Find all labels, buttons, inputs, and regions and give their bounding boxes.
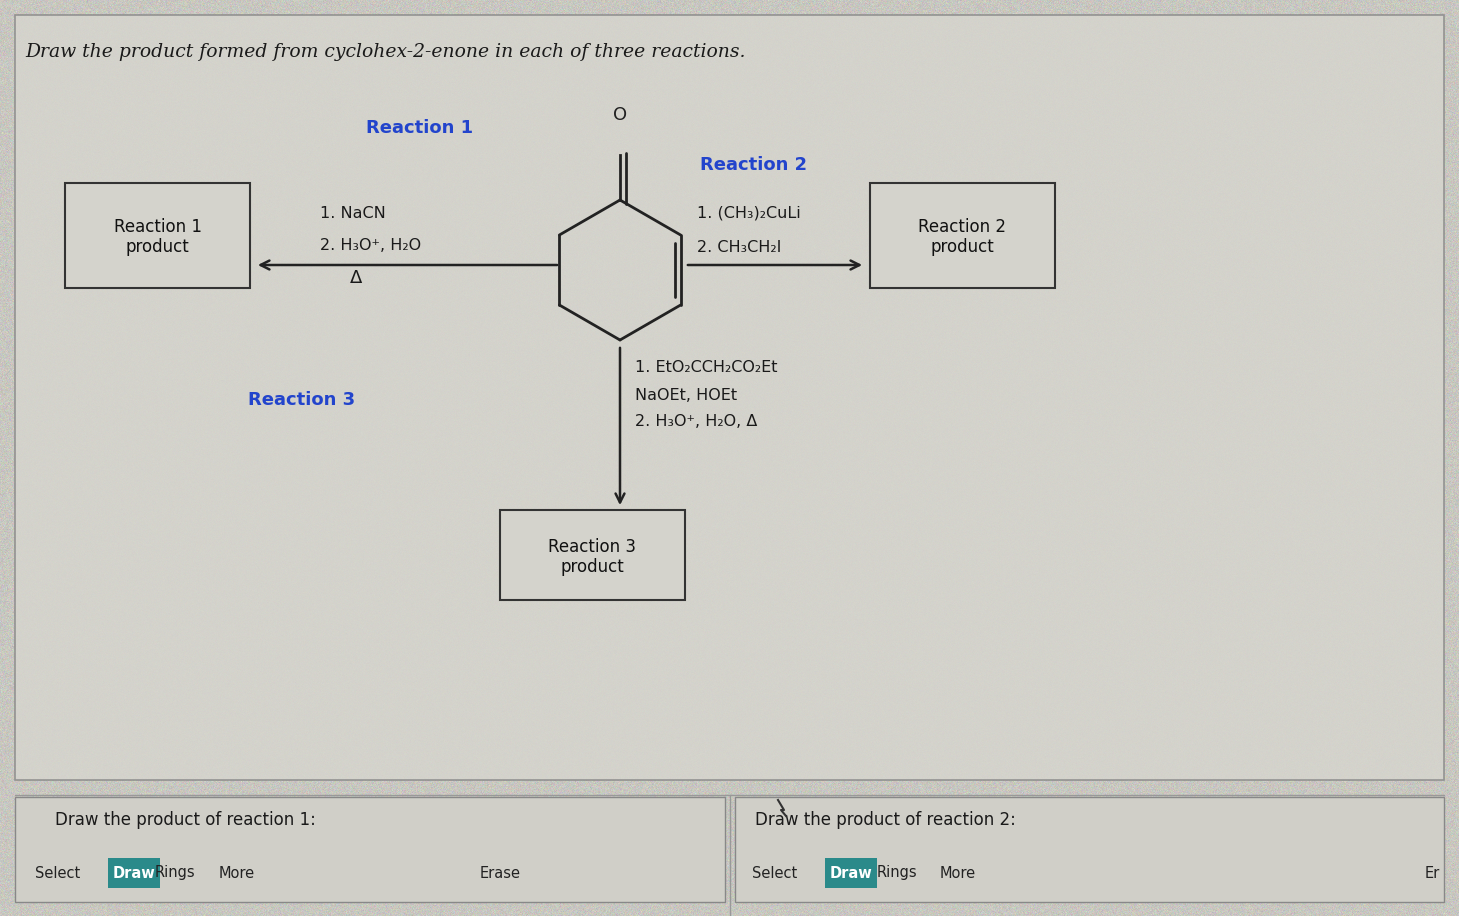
Text: More: More xyxy=(940,866,976,880)
Text: Draw the product of reaction 1:: Draw the product of reaction 1: xyxy=(55,811,317,829)
FancyBboxPatch shape xyxy=(735,797,1444,902)
Text: Reaction 1: Reaction 1 xyxy=(366,119,474,137)
Text: Reaction 3: Reaction 3 xyxy=(248,391,355,409)
FancyBboxPatch shape xyxy=(15,797,725,902)
Text: More: More xyxy=(219,866,255,880)
Text: O: O xyxy=(613,106,627,124)
Text: Rings: Rings xyxy=(155,866,196,880)
Text: Erase: Erase xyxy=(480,866,521,880)
FancyBboxPatch shape xyxy=(66,183,249,288)
Text: Δ: Δ xyxy=(350,269,362,287)
Text: Reaction 2: Reaction 2 xyxy=(700,156,807,174)
Text: Reaction 1: Reaction 1 xyxy=(114,219,201,236)
Text: Draw: Draw xyxy=(112,866,155,880)
Text: Draw the product formed from cyclohex-2-enone in each of three reactions.: Draw the product formed from cyclohex-2-… xyxy=(25,43,746,61)
Text: 1. EtO₂CCH₂CO₂Et: 1. EtO₂CCH₂CO₂Et xyxy=(635,361,778,376)
Text: 2. H₃O⁺, H₂O: 2. H₃O⁺, H₂O xyxy=(320,237,422,253)
Text: 2. CH₃CH₂I: 2. CH₃CH₂I xyxy=(697,241,782,256)
Text: product: product xyxy=(125,238,190,256)
Text: product: product xyxy=(560,558,624,576)
Text: Er: Er xyxy=(1425,866,1440,880)
FancyBboxPatch shape xyxy=(870,183,1055,288)
Text: product: product xyxy=(931,238,995,256)
FancyBboxPatch shape xyxy=(824,858,877,888)
FancyBboxPatch shape xyxy=(15,15,1444,780)
Text: Reaction 2: Reaction 2 xyxy=(919,219,1007,236)
Text: 1. (CH₃)₂CuLi: 1. (CH₃)₂CuLi xyxy=(697,205,801,221)
Text: Rings: Rings xyxy=(877,866,918,880)
Text: 1. NaCN: 1. NaCN xyxy=(320,205,385,221)
Text: 2. H₃O⁺, H₂O, Δ: 2. H₃O⁺, H₂O, Δ xyxy=(635,415,757,430)
Text: Reaction 3: Reaction 3 xyxy=(549,538,636,556)
Text: Select: Select xyxy=(753,866,798,880)
FancyBboxPatch shape xyxy=(500,510,684,600)
Text: Draw the product of reaction 2:: Draw the product of reaction 2: xyxy=(754,811,1015,829)
Text: NaOEt, HOEt: NaOEt, HOEt xyxy=(635,387,737,402)
Text: Draw: Draw xyxy=(830,866,872,880)
Text: Select: Select xyxy=(35,866,80,880)
FancyBboxPatch shape xyxy=(108,858,160,888)
